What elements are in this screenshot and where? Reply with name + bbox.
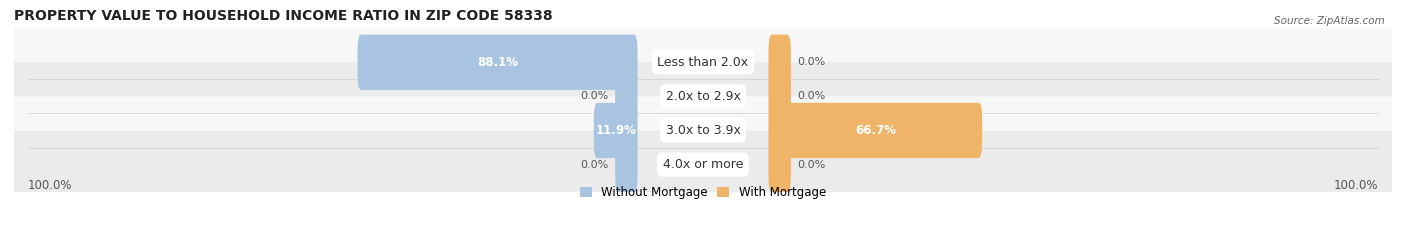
Text: 0.0%: 0.0% bbox=[581, 91, 609, 101]
FancyBboxPatch shape bbox=[769, 35, 790, 90]
FancyBboxPatch shape bbox=[769, 69, 790, 124]
Text: 3.0x to 3.9x: 3.0x to 3.9x bbox=[665, 124, 741, 137]
Text: 0.0%: 0.0% bbox=[797, 160, 825, 170]
Text: Source: ZipAtlas.com: Source: ZipAtlas.com bbox=[1274, 16, 1385, 26]
Text: 100.0%: 100.0% bbox=[28, 179, 72, 192]
Text: Less than 2.0x: Less than 2.0x bbox=[658, 56, 748, 69]
FancyBboxPatch shape bbox=[11, 62, 1395, 130]
FancyBboxPatch shape bbox=[769, 103, 983, 158]
FancyBboxPatch shape bbox=[769, 137, 790, 192]
Text: 0.0%: 0.0% bbox=[797, 57, 825, 67]
FancyBboxPatch shape bbox=[616, 137, 637, 192]
FancyBboxPatch shape bbox=[11, 130, 1395, 199]
Text: 88.1%: 88.1% bbox=[477, 56, 517, 69]
FancyBboxPatch shape bbox=[11, 96, 1395, 165]
Text: 0.0%: 0.0% bbox=[797, 91, 825, 101]
Text: 0.0%: 0.0% bbox=[581, 160, 609, 170]
Text: 66.7%: 66.7% bbox=[855, 124, 896, 137]
FancyBboxPatch shape bbox=[357, 35, 637, 90]
FancyBboxPatch shape bbox=[593, 103, 637, 158]
Text: 11.9%: 11.9% bbox=[595, 124, 636, 137]
Text: 4.0x or more: 4.0x or more bbox=[662, 158, 744, 171]
Text: 100.0%: 100.0% bbox=[1334, 179, 1378, 192]
Text: 2.0x to 2.9x: 2.0x to 2.9x bbox=[665, 90, 741, 103]
FancyBboxPatch shape bbox=[11, 28, 1395, 96]
FancyBboxPatch shape bbox=[616, 69, 637, 124]
Legend: Without Mortgage, With Mortgage: Without Mortgage, With Mortgage bbox=[581, 186, 825, 199]
Text: PROPERTY VALUE TO HOUSEHOLD INCOME RATIO IN ZIP CODE 58338: PROPERTY VALUE TO HOUSEHOLD INCOME RATIO… bbox=[14, 9, 553, 23]
